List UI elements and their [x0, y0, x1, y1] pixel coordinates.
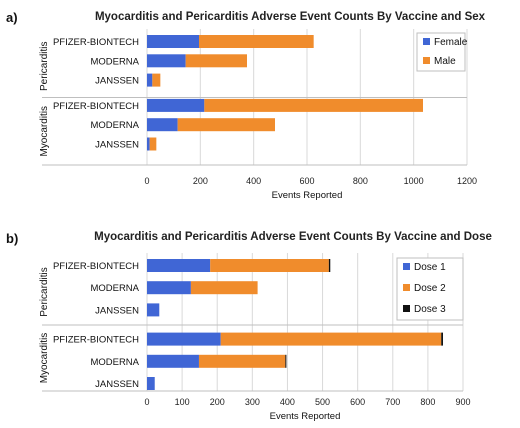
legend-swatch	[403, 284, 410, 291]
x-axis-label: Events Reported	[272, 190, 343, 201]
x-tick-label: 600	[350, 397, 365, 407]
category-label: JANSSEN	[95, 305, 139, 316]
bar-female	[147, 54, 186, 68]
bar-female	[147, 118, 178, 132]
x-tick-label: 1200	[457, 176, 477, 186]
x-tick-label: 600	[299, 176, 314, 186]
x-tick-label: 200	[210, 397, 225, 407]
x-tick-label: 200	[193, 176, 208, 186]
bar-male	[149, 137, 157, 151]
group-label: Myocarditis	[39, 106, 50, 157]
category-label: PFIZER-BIONTECH	[53, 335, 139, 346]
bar-male	[199, 35, 314, 48]
bar-female	[147, 98, 205, 112]
chart-title: Myocarditis and Pericarditis Adverse Eve…	[95, 11, 486, 23]
bar-dose-1	[147, 303, 160, 317]
bar-female	[147, 73, 153, 87]
bar-male	[177, 118, 275, 132]
category-label: MODERNA	[90, 56, 139, 67]
x-tick-label: 700	[385, 397, 400, 407]
bar-dose-3	[285, 354, 287, 368]
bar-dose-1	[147, 354, 199, 368]
x-tick-label: 400	[280, 397, 295, 407]
x-tick-label: 1000	[404, 176, 424, 186]
chart-panel-b: b) Myocarditis and Pericarditis Adverse E…	[6, 231, 492, 422]
x-tick-label: 500	[315, 397, 330, 407]
bar-dose-2	[198, 354, 286, 368]
bar-dose-2	[210, 259, 329, 272]
bar-female	[147, 137, 150, 151]
group-label: Pericarditis	[39, 267, 50, 316]
legend-swatch	[403, 305, 410, 312]
group-label: Pericarditis	[39, 42, 50, 91]
x-tick-label: 100	[175, 397, 190, 407]
panel-letter: a)	[6, 10, 18, 25]
category-label: JANSSEN	[95, 76, 139, 87]
category-label: JANSSEN	[95, 379, 139, 390]
legend: Dose 1 Dose 2 Dose 3	[396, 257, 464, 321]
chart-title: Myocarditis and Pericarditis Adverse Eve…	[94, 231, 492, 243]
legend: Female Male	[416, 32, 468, 72]
category-label: PFIZER-BIONTECH	[53, 261, 139, 272]
bar-dose-3	[328, 259, 331, 272]
x-tick-label: 800	[353, 176, 368, 186]
x-axis-label: Events Reported	[270, 411, 341, 422]
legend-entry: Male	[434, 56, 456, 67]
x-tick-label: 0	[144, 176, 149, 186]
x-tick-label: 400	[246, 176, 261, 186]
bar-male	[185, 54, 247, 68]
legend-swatch	[403, 263, 410, 270]
bar-male	[152, 73, 161, 87]
category-label: MODERNA	[90, 357, 139, 368]
bar-dose-2	[220, 332, 442, 346]
bar-dose-3	[441, 332, 443, 346]
bar-dose-2	[190, 281, 258, 295]
category-label: JANSSEN	[95, 140, 139, 151]
category-label: PFIZER-BIONTECH	[53, 101, 139, 112]
bar-dose-1	[147, 377, 155, 390]
legend-entry: Dose 3	[414, 304, 446, 315]
category-label: MODERNA	[90, 120, 139, 131]
bar-dose-1	[147, 332, 221, 346]
legend-swatch	[423, 57, 430, 64]
chart-panel-a: a) Myocarditis and Pericarditis Adverse E…	[6, 10, 486, 201]
category-label: MODERNA	[90, 283, 139, 294]
x-tick-label: 300	[245, 397, 260, 407]
bar-male	[204, 98, 423, 112]
bar-dose-1	[147, 259, 211, 272]
legend-entry: Female	[434, 37, 468, 48]
x-tick-label: 800	[420, 397, 435, 407]
x-tick-label: 0	[144, 397, 149, 407]
category-label: PFIZER-BIONTECH	[53, 37, 139, 48]
bar-female	[147, 35, 199, 48]
group-label: Myocarditis	[39, 333, 50, 384]
legend-entry: Dose 1	[414, 262, 446, 273]
legend-entry: Dose 2	[414, 283, 446, 294]
bar-dose-1	[147, 281, 191, 295]
legend-swatch	[423, 38, 430, 45]
x-tick-label: 900	[455, 397, 470, 407]
panel-letter: b)	[6, 231, 18, 246]
